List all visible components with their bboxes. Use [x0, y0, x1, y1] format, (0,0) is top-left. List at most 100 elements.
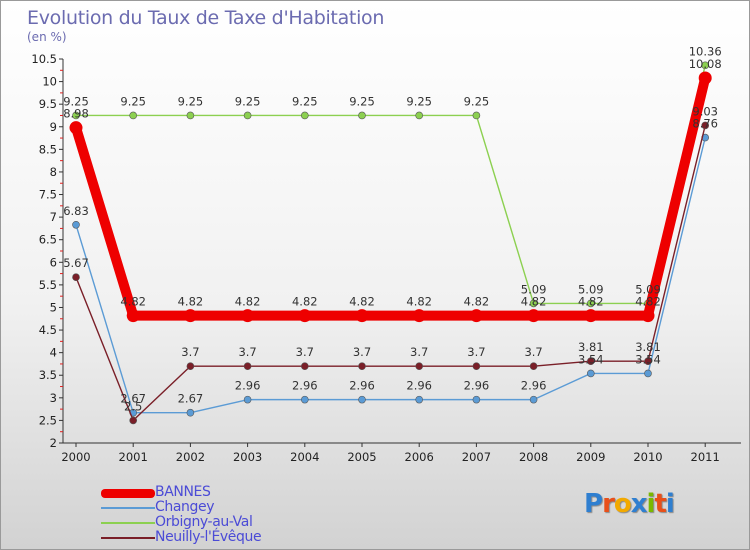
x-tick-label: 2002	[176, 450, 205, 464]
y-tick-label: 7	[50, 210, 57, 224]
data-label: 3.7	[524, 345, 542, 359]
legend-swatch-orbigny	[101, 522, 155, 524]
data-point	[241, 309, 255, 323]
data-label: 2.96	[464, 379, 490, 393]
data-label: 9.03	[692, 104, 718, 118]
legend-swatch-neuilly	[101, 537, 155, 539]
data-label: 2.96	[349, 379, 375, 393]
legend-label-changey: Changey	[155, 499, 215, 515]
data-point	[469, 309, 483, 323]
data-point	[186, 408, 195, 417]
data-label: 5.09	[578, 282, 604, 296]
data-point	[69, 121, 83, 135]
data-label: 3.7	[410, 345, 428, 359]
data-point	[641, 309, 655, 323]
data-point	[415, 362, 424, 371]
data-point	[358, 395, 366, 404]
y-tick-label: 8	[50, 165, 57, 179]
data-point	[586, 299, 595, 308]
legend-swatch-bannes	[101, 489, 155, 498]
data-point	[584, 309, 598, 323]
data-point	[415, 395, 424, 404]
data-label: 5.67	[63, 256, 89, 270]
data-label: 3.54	[578, 352, 604, 366]
y-tick-label: 9.5	[39, 97, 57, 111]
logo-letter: P	[584, 489, 603, 519]
data-label: 9.25	[406, 94, 432, 108]
data-label: 4.82	[292, 295, 318, 309]
y-tick-label: 3.5	[39, 368, 57, 382]
y-tick-label: 2	[50, 436, 57, 450]
y-tick-label: 7.5	[39, 188, 57, 202]
data-point	[415, 111, 424, 120]
data-label: 2.67	[120, 392, 146, 406]
data-point	[472, 395, 481, 404]
logo-letter: o	[613, 489, 632, 519]
x-tick-label: 2010	[633, 450, 662, 464]
data-label: 4.82	[235, 295, 261, 309]
y-tick-label: 8.5	[39, 142, 57, 156]
x-tick-label: 2009	[576, 450, 605, 464]
data-label: 2.5	[124, 399, 142, 413]
data-label: 2.96	[406, 379, 432, 393]
data-label: 4.82	[406, 295, 432, 309]
data-label: 2.96	[292, 379, 318, 393]
data-label: 3.7	[353, 345, 371, 359]
chart-subtitle: (en %)	[27, 30, 67, 44]
data-label: 4.82	[120, 295, 146, 309]
data-label: 9.25	[235, 94, 261, 108]
data-point	[586, 357, 595, 366]
x-tick-label: 2005	[347, 450, 376, 464]
proxiti-logo: Proxiti	[584, 489, 675, 519]
data-point	[644, 357, 652, 366]
data-point	[129, 416, 137, 425]
data-label: 4.82	[521, 295, 547, 309]
data-point	[72, 220, 80, 229]
data-label: 3.81	[578, 340, 604, 354]
y-tick-label: 6.5	[39, 233, 57, 247]
y-tick-label: 9	[50, 120, 57, 134]
data-label: 2.96	[521, 379, 547, 393]
data-label: 9.25	[292, 94, 318, 108]
data-label: 3.7	[467, 345, 485, 359]
data-label: 4.82	[349, 295, 375, 309]
y-tick-label: 2.5	[39, 413, 57, 427]
logo-letter: i	[665, 489, 675, 519]
data-label: 5.09	[635, 282, 661, 296]
legend-label-bannes: BANNES	[155, 484, 211, 500]
data-label: 9.25	[178, 94, 204, 108]
data-point	[243, 111, 252, 120]
x-tick-label: 2001	[119, 450, 148, 464]
data-label: 3.54	[635, 352, 661, 366]
data-label: 4.82	[464, 295, 490, 309]
data-point	[243, 362, 252, 371]
chart-title: Evolution du Taux de Taxe d'Habitation	[27, 7, 385, 29]
data-point	[412, 309, 426, 323]
data-label: 9.25	[349, 94, 375, 108]
legend-label-neuilly: Neuilly-l'Évêque	[155, 529, 262, 545]
data-label: 9.25	[464, 94, 490, 108]
y-tick-label: 10	[42, 75, 57, 89]
y-tick-label: 6	[50, 255, 57, 269]
data-label: 4.82	[178, 295, 204, 309]
y-tick-label: 5.5	[39, 278, 57, 292]
data-label: 8.76	[692, 117, 718, 131]
data-point	[300, 111, 309, 120]
data-label: 8.98	[63, 107, 89, 121]
data-point	[355, 309, 369, 323]
data-label: 3.7	[181, 345, 199, 359]
x-tick-label: 2003	[233, 450, 262, 464]
data-point	[126, 309, 140, 323]
series-line-orbigny-au-val	[75, 64, 706, 305]
data-point	[529, 362, 538, 371]
legend-label-orbigny: Orbigny-au-Val	[155, 514, 253, 530]
logo-letter: t	[654, 489, 666, 519]
data-label: 9.25	[120, 94, 146, 108]
data-point	[472, 111, 481, 120]
data-label: 10.36	[689, 44, 722, 58]
data-label: 9.25	[63, 94, 89, 108]
data-label: 4.82	[635, 295, 661, 309]
logo-letter: x	[630, 489, 648, 519]
